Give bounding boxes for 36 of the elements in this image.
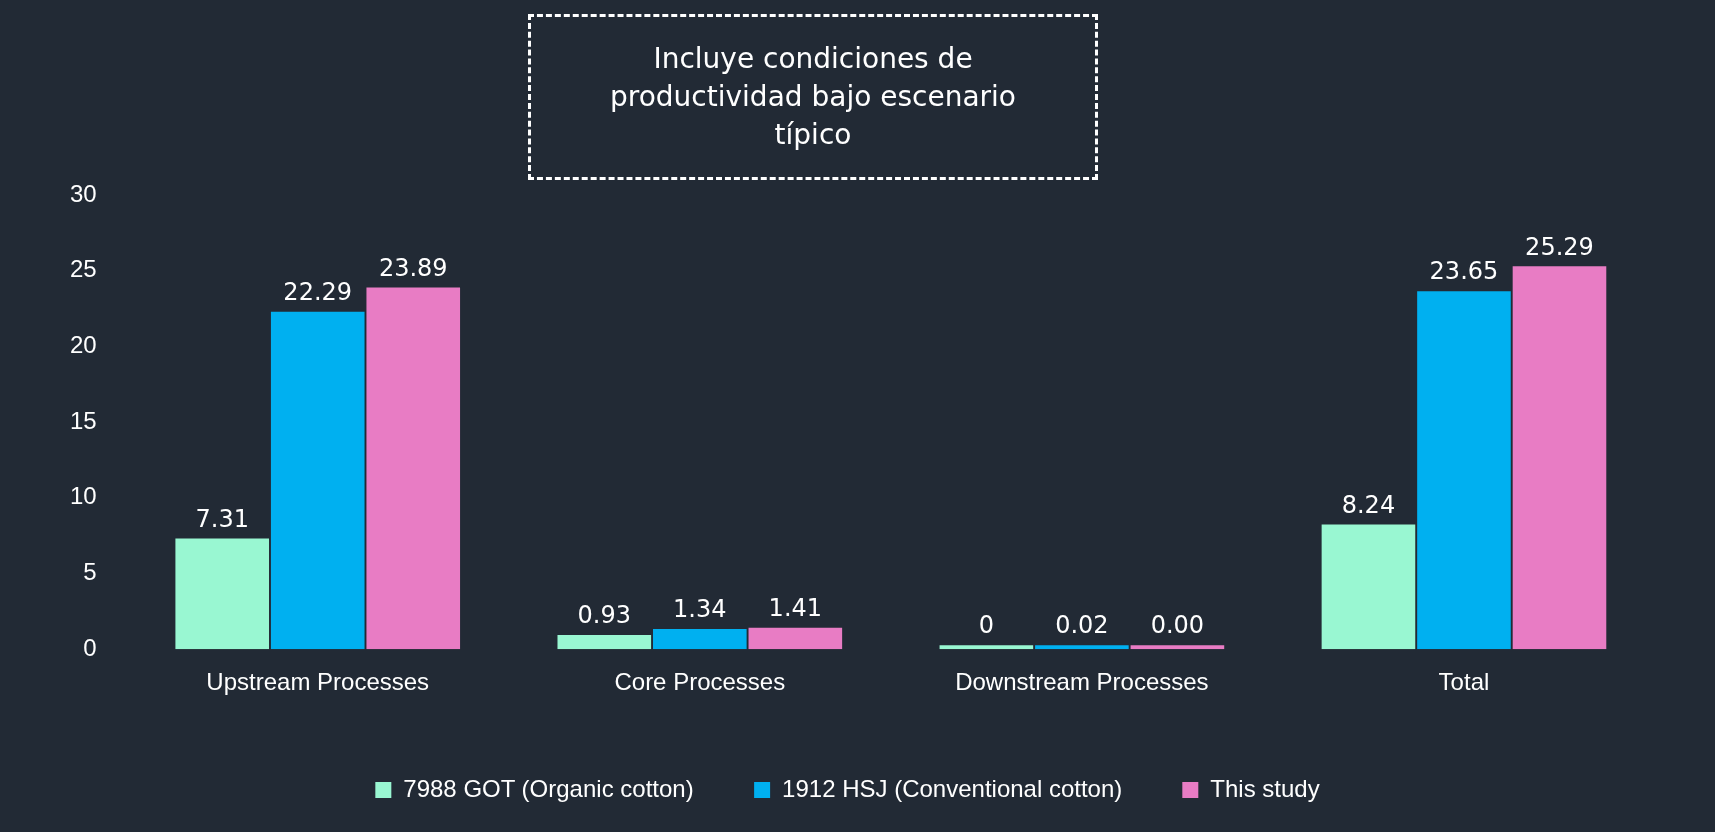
x-tick-label: Total: [1438, 668, 1490, 696]
bar: [748, 627, 843, 650]
legend-label: 7988 GOT (Organic cotton): [403, 774, 694, 802]
data-label: 8.24: [1341, 490, 1396, 519]
bar: [653, 628, 747, 650]
dashed-frame: Incluye condiciones de productividad bajo escenario típico: [528, 14, 1098, 180]
x-tick-label: Core Processes: [614, 668, 786, 696]
y-tick-label: 25: [69, 255, 97, 283]
y-tick-label: 15: [69, 406, 97, 434]
bar: [1321, 524, 1416, 650]
bar: [270, 311, 365, 650]
bar: [1417, 291, 1511, 650]
data-label: 23.65: [1429, 257, 1499, 286]
data-label: 0.00: [1150, 611, 1205, 640]
data-label: 0.02: [1055, 611, 1109, 640]
legend-label: This study: [1210, 774, 1320, 802]
data-label: 25.29: [1525, 232, 1594, 261]
bar: [366, 287, 461, 650]
bar: [557, 635, 652, 650]
data-label: 1.41: [768, 594, 823, 623]
y-tick-label: 5: [83, 558, 97, 586]
data-label: 23.89: [378, 253, 448, 282]
y-tick-label: 0: [83, 633, 97, 661]
data-label: 1.34: [673, 595, 727, 624]
y-tick-label: 10: [69, 482, 97, 510]
data-label: 22.29: [283, 277, 353, 306]
bar: [1512, 266, 1607, 650]
y-tick-label: 30: [69, 179, 97, 207]
bar: [175, 538, 270, 650]
x-tick-label: Downstream Processes: [955, 668, 1209, 696]
data-label: 0.93: [577, 601, 632, 630]
x-tick-label: Upstream Processes: [206, 668, 430, 696]
data-label: 0: [978, 611, 995, 640]
legend-label: 1912 HSJ (Conventional cotton): [782, 774, 1123, 802]
y-tick-label: 20: [69, 331, 97, 359]
data-label: 7.31: [195, 504, 249, 533]
